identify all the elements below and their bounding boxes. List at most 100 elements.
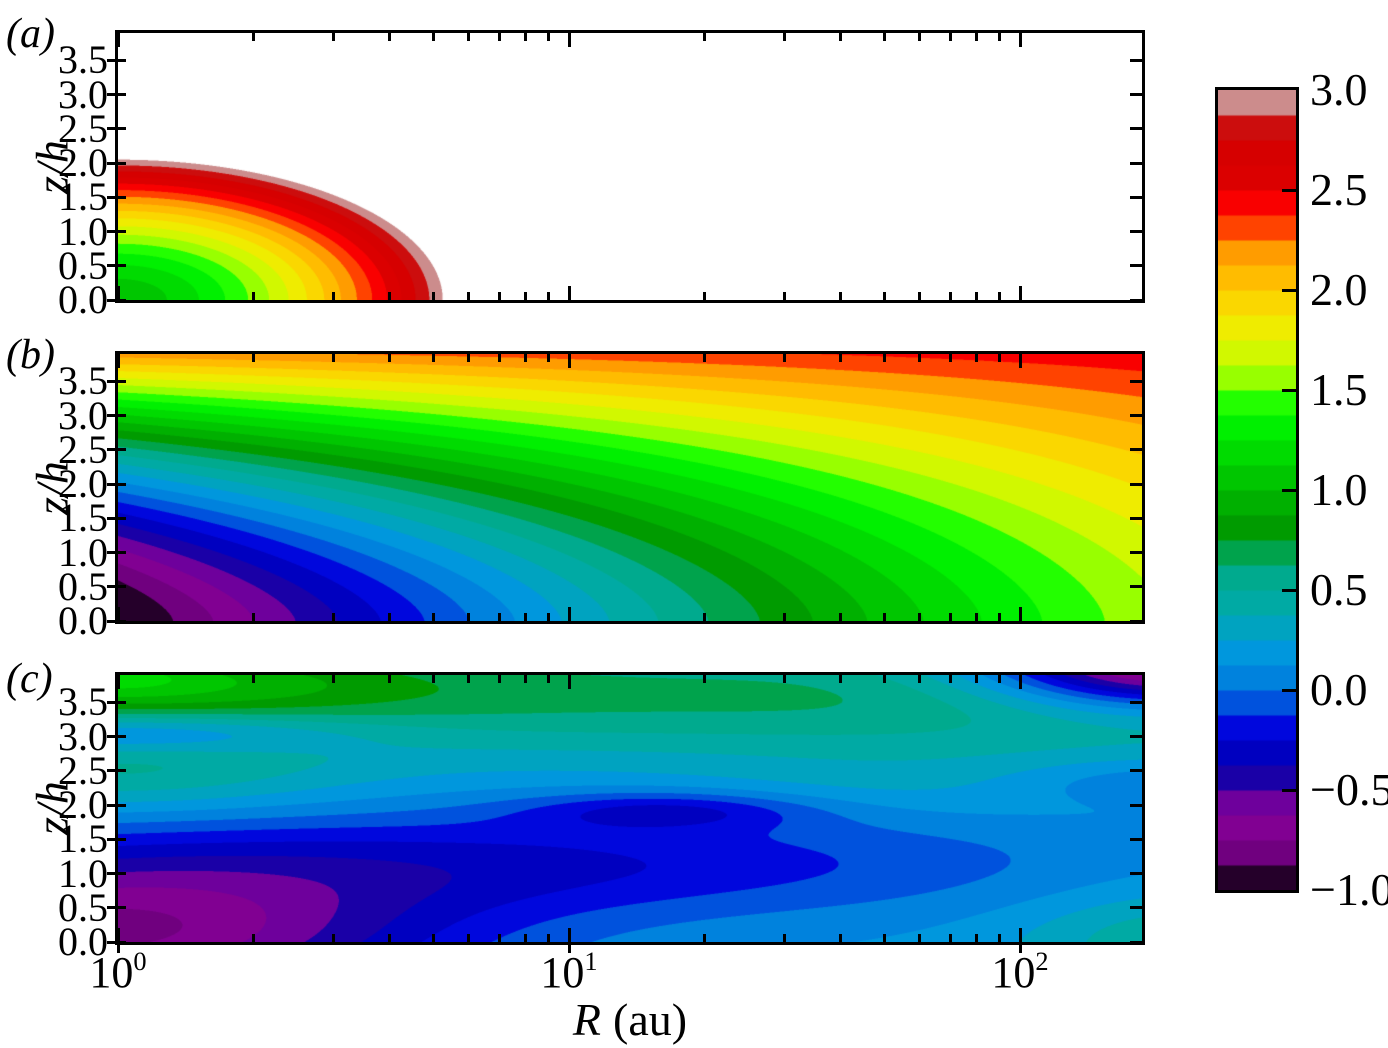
x-major-tick-mark (1018, 928, 1022, 942)
colorbar-tick-label: −1.0 (1310, 864, 1388, 915)
y-tick-mark (1130, 735, 1142, 739)
x-minor-tick-mark (839, 354, 843, 362)
x-minor-tick-mark (974, 934, 978, 942)
x-minor-tick-mark (431, 354, 435, 362)
x-minor-tick-mark (974, 675, 978, 683)
x-major-tick-mark (116, 675, 120, 689)
x-tick-label: 100 (33, 946, 203, 998)
x-minor-tick-mark (497, 675, 501, 683)
panel-a-frame (115, 30, 1145, 303)
y-tick-mark (107, 735, 126, 739)
y-tick-label: 3.0 (58, 392, 108, 438)
x-minor-tick-mark (948, 613, 952, 621)
y-tick-mark (107, 93, 126, 97)
y-tick-mark (1130, 58, 1142, 62)
x-minor-tick-mark (997, 675, 1001, 683)
x-minor-tick-mark (546, 292, 550, 300)
x-major-tick-mark (1018, 675, 1022, 689)
x-minor-tick-mark (497, 292, 501, 300)
x-axis-label: R (au) (470, 993, 790, 1046)
x-minor-tick-mark (918, 613, 922, 621)
x-minor-tick-mark (467, 934, 471, 942)
colorbar-tick-label: −0.5 (1310, 764, 1388, 815)
y-tick-label: 1.5 (58, 495, 108, 541)
x-minor-tick-mark (388, 354, 392, 362)
y-tick-label: 0.0 (58, 277, 108, 322)
colorbar-tick-label: 3.0 (1310, 64, 1368, 115)
x-axis-variable: R (572, 994, 602, 1045)
x-minor-tick-mark (839, 292, 843, 300)
x-minor-tick-mark (948, 33, 952, 41)
x-minor-tick-mark (388, 675, 392, 683)
x-minor-tick-mark (782, 292, 786, 300)
y-tick-mark (107, 161, 126, 165)
x-minor-tick-mark (523, 292, 527, 300)
x-minor-tick-mark (467, 33, 471, 41)
x-minor-tick-mark (331, 354, 335, 362)
x-minor-tick-mark (997, 613, 1001, 621)
x-major-tick-mark (1018, 354, 1022, 368)
y-tick-mark (107, 264, 126, 268)
panel-b-frame (115, 351, 1145, 624)
panel-c-frame (115, 672, 1145, 945)
x-minor-tick-mark (252, 292, 256, 300)
y-tick-label: 1.0 (58, 208, 108, 254)
y-tick-label: 0.5 (58, 884, 108, 930)
x-major-tick-mark (116, 33, 120, 47)
x-minor-tick-mark (703, 613, 707, 621)
y-tick-mark (1130, 940, 1142, 944)
y-tick-mark (1130, 161, 1142, 165)
x-minor-tick-mark (388, 292, 392, 300)
y-tick-mark (1130, 516, 1142, 520)
x-minor-tick-mark (497, 33, 501, 41)
x-minor-tick-mark (523, 354, 527, 362)
x-major-tick-mark (116, 945, 120, 953)
colorbar-tick-label: 0.0 (1310, 664, 1368, 715)
x-minor-tick-mark (974, 613, 978, 621)
x-minor-tick-mark (997, 292, 1001, 300)
x-minor-tick-mark (252, 613, 256, 621)
x-major-tick-mark (567, 33, 571, 47)
colorbar-tick-mark (1282, 288, 1299, 292)
y-tick-mark (107, 516, 126, 520)
y-tick-mark (1130, 482, 1142, 486)
x-tick-label: 101 (484, 946, 654, 998)
y-tick-mark (107, 940, 126, 944)
x-minor-tick-mark (331, 33, 335, 41)
y-tick-label: 0.0 (58, 919, 108, 964)
x-major-tick-mark (567, 945, 571, 953)
x-major-tick-mark (567, 607, 571, 621)
x-minor-tick-mark (974, 33, 978, 41)
y-tick-mark (1130, 769, 1142, 773)
x-axis-unit: (au) (613, 994, 688, 1045)
x-minor-tick-mark (546, 675, 550, 683)
y-tick-mark (1130, 872, 1142, 876)
colorbar-tick-label: 1.5 (1310, 364, 1368, 415)
x-minor-tick-mark (839, 934, 843, 942)
y-tick-mark (1130, 803, 1142, 807)
x-minor-tick-mark (948, 675, 952, 683)
colorbar-tick-mark (1282, 788, 1299, 792)
y-tick-mark (107, 906, 126, 910)
y-tick-mark (107, 619, 126, 623)
y-tick-label: 0.5 (58, 563, 108, 609)
y-tick-mark (1130, 379, 1142, 383)
x-tick-label: 102 (935, 946, 1105, 998)
x-tick-exponent: 1 (584, 946, 598, 976)
x-minor-tick-mark (882, 613, 886, 621)
x-minor-tick-mark (882, 934, 886, 942)
x-minor-tick-mark (523, 33, 527, 41)
panel-label-c: (c) (6, 656, 53, 702)
x-tick-exponent: 2 (1035, 946, 1049, 976)
x-minor-tick-mark (948, 934, 952, 942)
x-minor-tick-mark (331, 675, 335, 683)
x-major-tick-mark (567, 286, 571, 300)
y-tick-mark (1130, 585, 1142, 589)
x-minor-tick-mark (703, 33, 707, 41)
x-minor-tick-mark (703, 292, 707, 300)
y-tick-mark (107, 298, 126, 302)
y-tick-mark (1130, 414, 1142, 418)
colorbar-tick-label: 1.0 (1310, 464, 1368, 515)
x-minor-tick-mark (918, 292, 922, 300)
y-tick-mark (107, 482, 126, 486)
